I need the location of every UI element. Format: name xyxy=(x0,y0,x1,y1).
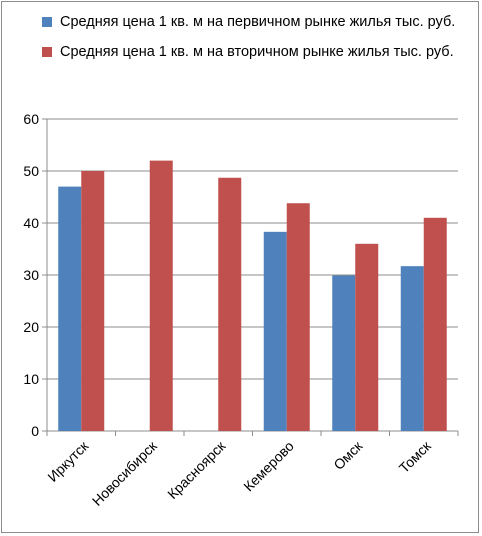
bar-primary xyxy=(332,275,356,431)
bar-secondary xyxy=(286,203,310,431)
legend: Средняя цена 1 кв. м на первичном рынке … xyxy=(42,12,462,72)
x-tick-label: Кемерово xyxy=(240,438,297,495)
bar-secondary xyxy=(81,171,105,431)
y-tick-label: 10 xyxy=(23,371,39,387)
y-tick-label: 0 xyxy=(31,423,39,439)
bar-primary xyxy=(400,266,424,431)
bar-secondary xyxy=(423,217,447,431)
legend-item-primary: Средняя цена 1 кв. м на первичном рынке … xyxy=(42,12,462,33)
legend-label-secondary: Средняя цена 1 кв. м на вторичном рынке … xyxy=(60,44,454,60)
bar-primary xyxy=(263,231,287,431)
bar-secondary xyxy=(218,177,242,431)
legend-swatch-primary xyxy=(42,17,52,27)
y-tick-label: 60 xyxy=(23,111,39,127)
x-tick-label: Томск xyxy=(396,437,435,476)
legend-item-secondary: Средняя цена 1 кв. м на вторичном рынке … xyxy=(42,42,462,63)
legend-label-primary: Средняя цена 1 кв. м на первичном рынке … xyxy=(60,14,456,30)
y-tick-label: 40 xyxy=(23,215,39,231)
x-tick-label: Новосибирск xyxy=(89,437,161,509)
x-tick-label: Красноярск xyxy=(164,437,229,502)
bar-secondary xyxy=(149,160,173,431)
bar-primary xyxy=(58,186,82,431)
y-tick-label: 50 xyxy=(23,163,39,179)
y-tick-label: 30 xyxy=(23,267,39,283)
x-tick-label: Омск xyxy=(330,437,366,473)
legend-swatch-secondary xyxy=(42,47,52,57)
bar-secondary xyxy=(355,243,379,431)
y-tick-label: 20 xyxy=(23,319,39,335)
x-tick-label: Иркутск xyxy=(44,437,92,485)
